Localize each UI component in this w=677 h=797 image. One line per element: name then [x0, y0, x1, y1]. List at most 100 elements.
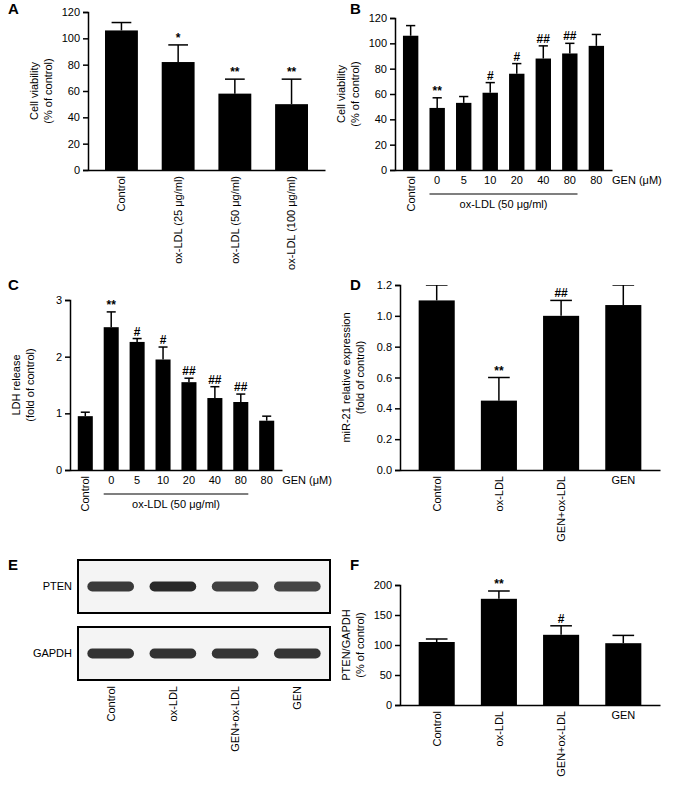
error-bar — [539, 46, 548, 59]
tick-label: ox-LDL (100 μg/ml) — [285, 176, 297, 270]
axis-line — [65, 301, 71, 471]
tick-label: Control — [115, 176, 127, 211]
bar — [562, 53, 577, 170]
lane-label: Control — [105, 686, 117, 721]
lane-label: ox-LDL — [167, 686, 179, 721]
tick-label: 100 — [62, 32, 80, 44]
tick: 20 — [68, 138, 88, 150]
tick-mark — [395, 585, 400, 587]
significance: ** — [433, 84, 443, 98]
tick-mark — [395, 615, 400, 617]
tick: 0.8 — [377, 341, 400, 353]
error-bar — [107, 312, 116, 327]
band — [212, 649, 259, 659]
tick-label: 2 — [56, 351, 62, 363]
plot-area — [419, 285, 642, 470]
bar — [104, 327, 119, 470]
x-axis: Controlox-LDLGEN+ox-LDLGEN — [401, 470, 661, 542]
error-stem — [560, 300, 562, 315]
tick: GEN+ox-LDL — [555, 470, 567, 542]
tick: 80 — [261, 470, 273, 486]
tick: 80 — [68, 59, 88, 71]
tick-mark — [390, 119, 395, 121]
tick-label: GEN — [611, 474, 635, 486]
panel: **######020406080100120Cell viability(% … — [335, 12, 662, 211]
bar — [419, 642, 455, 705]
tick-label: 10 — [157, 474, 169, 486]
tick: 20 — [511, 170, 523, 186]
tick: 120 — [62, 6, 88, 18]
tick-label: Control — [79, 476, 91, 511]
plot-area — [403, 26, 604, 170]
tick: 0 — [56, 464, 70, 476]
tick-label: 0.2 — [377, 433, 392, 445]
unit-label: GEN (μM) — [612, 174, 662, 186]
panel: *****020406080100120Cell viability(% of … — [28, 6, 326, 270]
group-bracket — [104, 493, 249, 494]
tick: 100 — [62, 32, 88, 44]
tick-label: 0 — [74, 164, 80, 176]
tick-label: 5 — [134, 474, 140, 486]
tick-label: 1.2 — [377, 279, 392, 291]
tick: ox-LDL (100 μg/ml) — [285, 170, 297, 270]
tick: 0.0 — [377, 464, 400, 476]
band — [212, 582, 259, 592]
x-axis: Controlox-LDL (25 μg/ml)ox-LDL (50 μg/ml… — [89, 170, 326, 270]
tick: 40 — [537, 170, 549, 186]
axis-line — [395, 286, 401, 471]
significance: ## — [537, 32, 551, 46]
tick: 0 — [74, 164, 88, 176]
tick: 80 — [375, 63, 395, 75]
error-cap — [426, 285, 448, 286]
significance: * — [176, 31, 181, 45]
tick-mark — [395, 346, 400, 348]
error-bar — [433, 98, 442, 108]
x-axis: Controlox-LDLGEN+ox-LDLGEN — [401, 705, 661, 777]
axis-title: miR-21 relative expression — [340, 312, 352, 442]
tick-mark — [390, 144, 395, 146]
bar — [156, 360, 171, 471]
tick: ox-LDL (25 μg/ml) — [172, 170, 184, 264]
axis-line — [401, 705, 661, 707]
band — [274, 649, 321, 659]
tick: 0 — [434, 170, 440, 186]
error-cap — [406, 25, 415, 27]
tick: 50 — [380, 669, 400, 681]
error-bar — [426, 639, 448, 642]
bar — [403, 36, 418, 170]
panel-label: C — [8, 276, 19, 293]
axis-title: (fold of control) — [24, 348, 36, 421]
tick-label: 40 — [375, 113, 387, 125]
tick: 5 — [461, 170, 467, 186]
panel-label: D — [350, 276, 361, 293]
tick-label: 100 — [374, 639, 392, 651]
tick-label: 80 — [564, 174, 576, 186]
tick-label: 0.6 — [377, 372, 392, 384]
tick: GEN+ox-LDL — [555, 705, 567, 777]
y-axis: 050100150200 — [374, 579, 401, 711]
significance: ## — [563, 29, 577, 43]
significance: ** — [494, 364, 504, 378]
tick: Control — [115, 170, 127, 211]
axis-title: Cell viability — [335, 64, 347, 123]
error-stem — [121, 23, 123, 31]
tick-mark — [395, 645, 400, 647]
tick-mark — [65, 470, 70, 472]
tick-mark — [83, 143, 88, 145]
error-stem — [489, 83, 491, 93]
error-bar — [488, 378, 510, 401]
bar — [275, 104, 308, 170]
tick: 3 — [56, 294, 70, 306]
tick-label: 20 — [375, 139, 387, 151]
tick-label: 0.0 — [377, 464, 392, 476]
error-stem — [596, 34, 598, 45]
tick: 150 — [374, 609, 400, 621]
tick-mark — [395, 316, 400, 318]
significance: ** — [287, 65, 297, 79]
bar — [543, 316, 579, 470]
tick: 100 — [374, 639, 400, 651]
error-stem — [516, 64, 518, 74]
error-stem — [291, 79, 293, 104]
bar — [605, 305, 641, 470]
bar — [589, 46, 604, 170]
